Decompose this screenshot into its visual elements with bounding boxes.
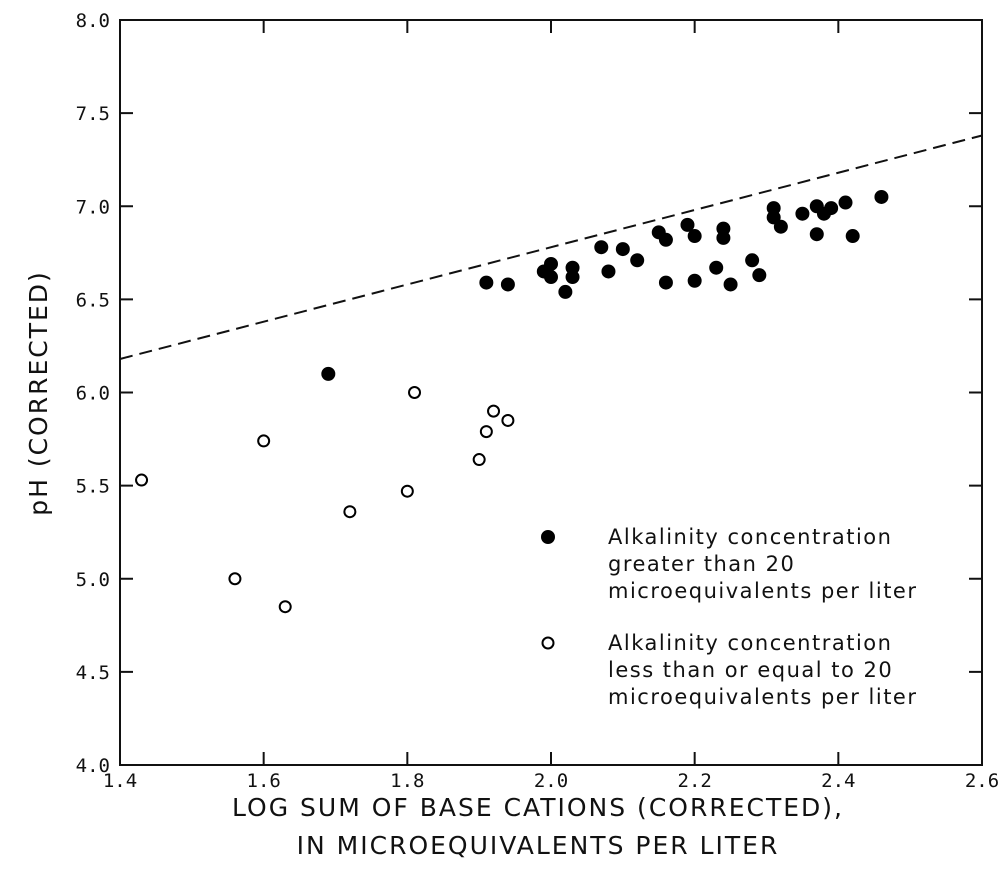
legend-label-line: microequivalents per liter — [608, 685, 917, 709]
point-filled — [544, 256, 558, 271]
point-filled — [565, 260, 580, 275]
x-tick-label: 1.4 — [103, 770, 137, 792]
point-filled — [824, 201, 839, 216]
point-filled — [500, 277, 515, 292]
legend-label-line: less than or equal to 20 — [608, 658, 893, 682]
x-tick-label: 1.6 — [247, 770, 281, 792]
y-tick-label: 5.0 — [76, 569, 110, 591]
point-filled — [594, 240, 609, 255]
y-tick-label: 6.0 — [76, 383, 110, 405]
point-open — [278, 600, 292, 614]
point-filled — [601, 264, 616, 279]
point-filled — [745, 253, 760, 268]
point-filled — [809, 227, 824, 242]
point-open — [479, 425, 493, 439]
legend: Alkalinity concentration greater than 20 m… — [541, 525, 917, 709]
point-open — [501, 413, 515, 427]
point-filled — [845, 229, 860, 244]
point-filled — [723, 277, 738, 292]
point-filled — [479, 275, 494, 290]
point-filled — [687, 273, 702, 288]
x-tick-label: 2.6 — [965, 770, 999, 792]
point-filled — [321, 366, 336, 381]
legend-label-line: Alkalinity concentration — [608, 525, 892, 549]
x-tick-label: 2.4 — [821, 770, 855, 792]
legend-label-line: Alkalinity concentration — [608, 631, 892, 655]
y-tick-label: 4.0 — [76, 755, 110, 777]
point-open — [400, 484, 414, 498]
point-open — [408, 386, 422, 399]
x-tick-label: 2.0 — [534, 770, 568, 792]
legend-label-line: greater than 20 — [608, 552, 795, 576]
x-tick-label: 1.8 — [390, 770, 424, 792]
reference-line-layer — [119, 134, 983, 360]
point-filled — [658, 232, 673, 247]
point-filled — [838, 195, 853, 210]
y-tick-label: 4.5 — [76, 662, 110, 684]
point-filled — [544, 270, 558, 285]
y-tick-label: 8.0 — [76, 10, 110, 32]
legend-marker-open — [541, 636, 555, 650]
y-tick-label: 6.5 — [76, 289, 110, 311]
y-tick-label: 5.5 — [76, 476, 110, 498]
point-open — [487, 404, 501, 418]
point-open — [135, 473, 149, 487]
x-axis-title-line-2: IN MICROEQUIVALENTS PER LITER — [297, 831, 780, 860]
legend-label-line: microequivalents per liter — [608, 579, 917, 603]
dashed-reference-line — [119, 134, 983, 360]
y-axis-title: pH (CORRECTED) — [24, 270, 53, 516]
axis-titles: LOG SUM OF BASE CATIONS (CORRECTED), IN … — [24, 270, 844, 860]
point-open — [343, 505, 357, 519]
point-filled — [558, 284, 573, 299]
point-filled — [658, 275, 673, 290]
point-filled — [687, 229, 702, 244]
point-filled — [709, 260, 724, 275]
point-filled — [773, 219, 788, 234]
data-points — [135, 189, 889, 614]
point-filled — [716, 230, 731, 245]
point-filled — [766, 210, 781, 225]
point-open — [257, 434, 271, 448]
y-tick-label: 7.0 — [76, 196, 110, 218]
point-filled — [680, 217, 695, 232]
ticks: 1.4 1.6 1.8 2.0 2.2 2.4 2.6 4.0 4.5 5.0 5.5 6.0 6.5 7… — [76, 10, 999, 792]
point-filled — [795, 206, 810, 221]
point-filled — [630, 253, 645, 268]
x-tick-label: 2.2 — [678, 770, 712, 792]
y-tick-label: 7.5 — [76, 103, 110, 125]
x-axis-title-line-1: LOG SUM OF BASE CATIONS (CORRECTED), — [232, 793, 844, 822]
point-filled — [874, 189, 889, 204]
point-open — [228, 572, 242, 586]
point-open — [472, 453, 486, 467]
legend-marker-filled — [541, 530, 555, 544]
point-filled — [752, 268, 767, 283]
point-filled — [615, 242, 630, 257]
